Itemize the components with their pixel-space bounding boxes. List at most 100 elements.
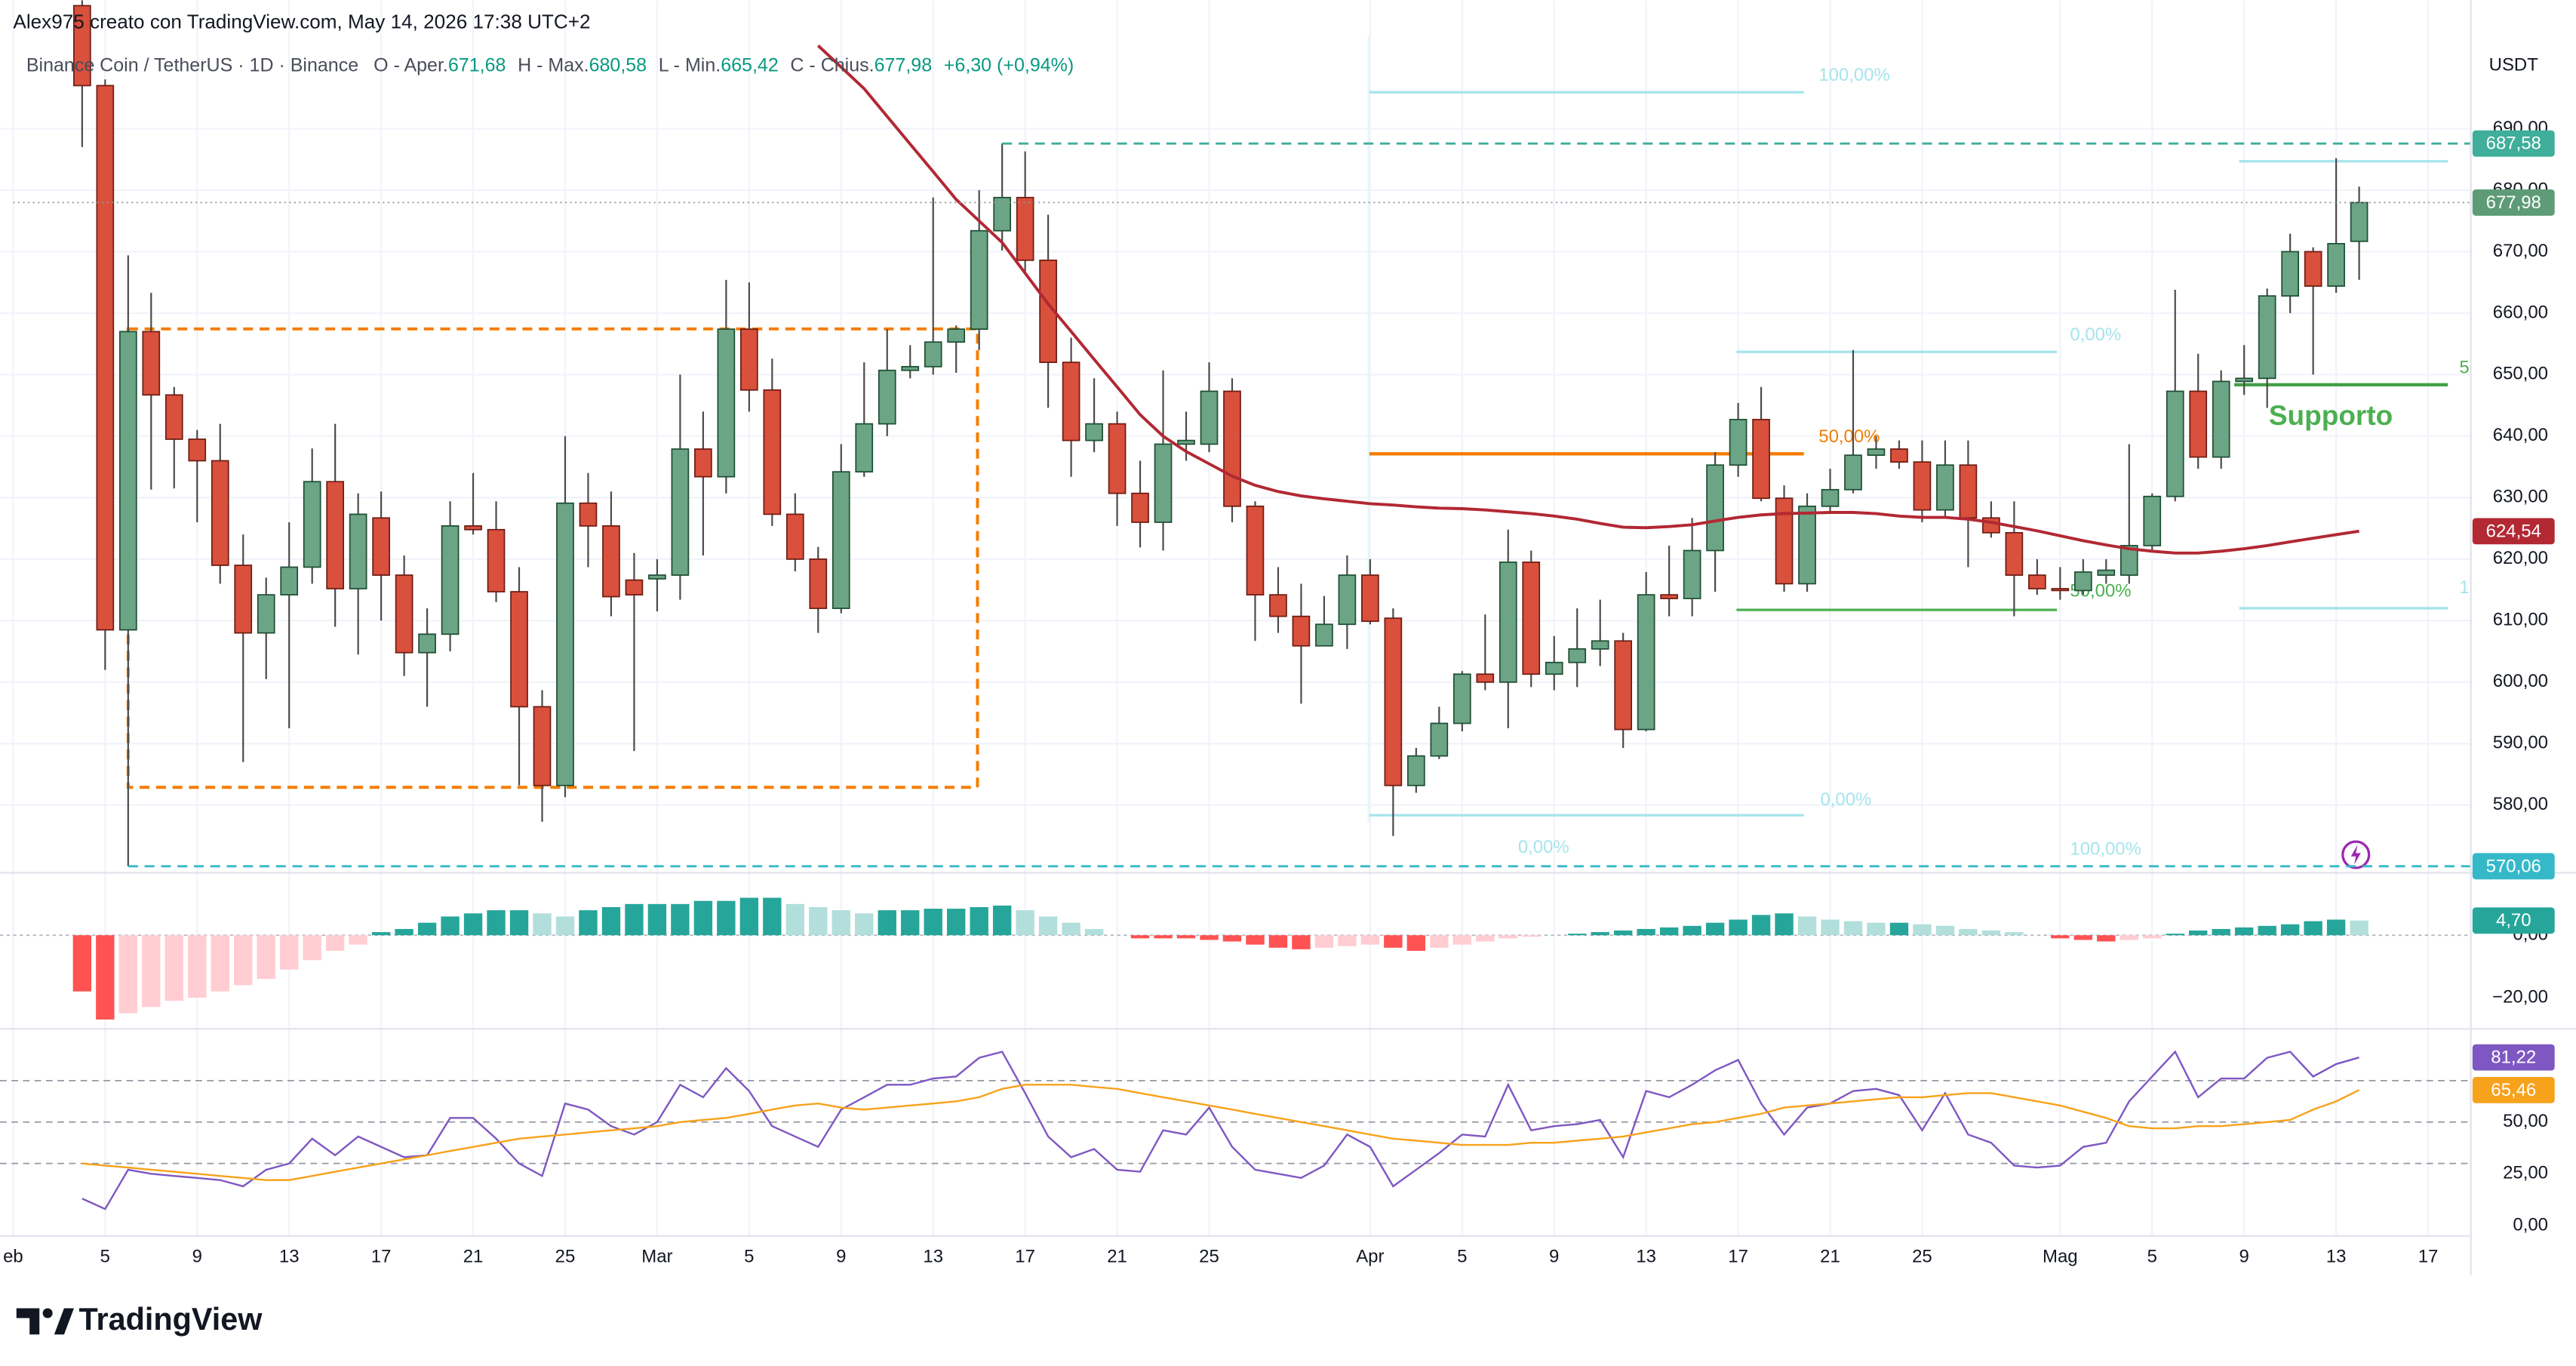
change: +6,30 (+0,94%) xyxy=(944,54,1074,75)
price-badge-label: 4,70 xyxy=(2496,910,2531,931)
histogram-bar xyxy=(647,903,667,936)
candle-body xyxy=(2235,377,2254,383)
candle-body xyxy=(1752,419,1770,500)
histogram-bar xyxy=(234,935,253,986)
candle-body xyxy=(855,423,874,473)
candle-body xyxy=(1430,722,1449,757)
symbol: Binance Coin / TetherUS · 1D · Binance xyxy=(26,54,358,75)
candle-body xyxy=(1016,196,1034,261)
y-tick-label: 660,00 xyxy=(2493,302,2548,322)
candle-body xyxy=(579,502,598,527)
x-tick-label: 5 xyxy=(1457,1246,1467,1266)
histogram-bar xyxy=(441,916,460,936)
candle-body xyxy=(625,579,644,596)
x-tick-label: 17 xyxy=(1015,1246,1035,1266)
price-badge xyxy=(2472,189,2555,216)
fib-label: 1 xyxy=(2459,577,2469,598)
histogram-bar xyxy=(1705,922,1725,936)
candle-body xyxy=(1177,439,1195,445)
histogram-bar xyxy=(832,910,850,936)
histogram-bar xyxy=(1913,924,1932,936)
histogram-bar xyxy=(1499,935,1517,939)
ohlc-label: O - Aper. xyxy=(373,54,448,75)
histogram-bar xyxy=(142,935,161,1008)
fib-label: 100,00% xyxy=(2070,838,2141,859)
histogram-bar xyxy=(1016,910,1034,936)
x-tick-label: Mag xyxy=(2043,1246,2078,1266)
x-tick-label: 17 xyxy=(371,1246,392,1266)
histogram-bar xyxy=(1084,928,1104,936)
histogram-bar xyxy=(2212,928,2230,936)
candle-body xyxy=(1292,615,1311,647)
histogram-bar xyxy=(280,935,299,970)
y-tick-label: 25,00 xyxy=(2503,1163,2548,1183)
x-tick-label: 25 xyxy=(555,1246,576,1266)
histogram-bar xyxy=(533,913,552,936)
candle-body xyxy=(2051,588,2070,592)
histogram-bar xyxy=(555,916,575,936)
x-tick-label: 21 xyxy=(1820,1246,1840,1266)
y-tick-label: 670,00 xyxy=(2493,241,2548,261)
histogram-bar xyxy=(693,900,713,936)
fib-label: 100,00% xyxy=(1818,65,1890,85)
histogram-bar xyxy=(2304,921,2322,936)
x-tick-label: 5 xyxy=(2147,1246,2157,1266)
fib-label: 50,00% xyxy=(1818,426,1880,447)
x-tick-label: 17 xyxy=(1728,1246,1748,1266)
candle-body xyxy=(785,513,804,560)
candle-body xyxy=(2028,574,2046,589)
candle-body xyxy=(280,566,299,596)
histogram-bar xyxy=(325,935,345,951)
candle-body xyxy=(303,481,321,568)
histogram-bar xyxy=(1751,915,1771,936)
candle-body xyxy=(1315,623,1333,647)
candle-body xyxy=(510,591,528,708)
histogram-bar xyxy=(901,910,920,936)
histogram-bar xyxy=(1797,916,1817,936)
ohlc-label: L - Min. xyxy=(659,54,721,75)
histogram-bar xyxy=(855,913,874,936)
y-tick-label: 630,00 xyxy=(2493,487,2548,507)
candle-body xyxy=(2073,571,2092,592)
ohlc-label: C - Chius. xyxy=(790,54,874,75)
histogram-bar xyxy=(970,906,988,936)
rsi-line xyxy=(81,1084,2360,1181)
candle-body xyxy=(2327,242,2345,287)
candle-body xyxy=(1384,617,1403,786)
candle-body xyxy=(1269,594,1287,617)
candle-body xyxy=(1131,492,1149,523)
logo-icon xyxy=(16,1308,40,1335)
histogram-bar xyxy=(1314,935,1334,948)
candle-body xyxy=(533,706,552,786)
histogram-bar xyxy=(878,910,896,936)
histogram-bar xyxy=(625,903,644,936)
price-badge-label: 81,22 xyxy=(2491,1048,2536,1068)
candle-body xyxy=(257,594,275,634)
candle-body xyxy=(2120,545,2138,576)
y-tick-label: 610,00 xyxy=(2493,610,2548,630)
candle-body xyxy=(1406,755,1425,786)
candle-body xyxy=(1338,574,1357,626)
candle-body xyxy=(372,517,390,576)
candle-body xyxy=(395,574,413,654)
histogram-bar xyxy=(2097,935,2116,942)
histogram-bar xyxy=(1246,935,1265,945)
histogram-bar xyxy=(601,906,621,936)
candle-body xyxy=(2143,495,2162,546)
histogram-bar xyxy=(1338,935,1357,946)
y-tick-label: 640,00 xyxy=(2493,425,2548,445)
credit: Alex975 creato con TradingView.com, May … xyxy=(13,11,590,33)
candle-body xyxy=(1246,505,1265,596)
histogram-bar xyxy=(992,905,1012,936)
histogram-bar xyxy=(2005,932,2024,936)
candle-body xyxy=(740,328,758,391)
price-badge-label: 65,46 xyxy=(2491,1080,2536,1100)
logo: TradingView xyxy=(16,1302,263,1337)
x-tick-label: Mar xyxy=(641,1246,672,1266)
histogram-bar xyxy=(487,910,506,936)
candle-body xyxy=(1959,464,1978,519)
candle-body xyxy=(2005,531,2024,576)
histogram-bar xyxy=(1659,927,1679,936)
price-badge xyxy=(2472,518,2555,545)
candle-body xyxy=(1361,574,1379,623)
